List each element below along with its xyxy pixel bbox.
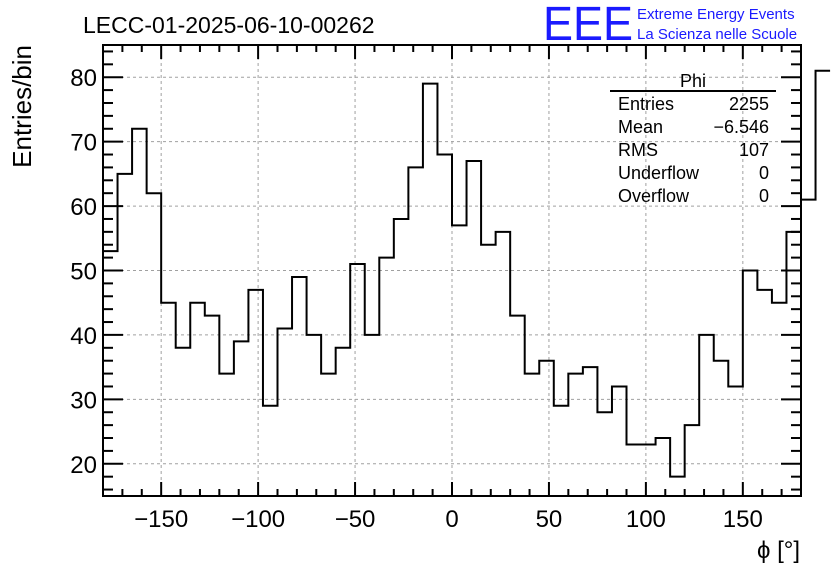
grid-lines [103, 45, 801, 496]
plot-frame [102, 44, 802, 497]
logo-line-2: La Scienza nelle Scuole [637, 26, 797, 43]
stats-row-value: −6.546 [713, 117, 769, 137]
y-tick-label: 20 [70, 452, 97, 479]
logo-eee-text: EEE [543, 0, 633, 51]
y-tick-label: 80 [70, 65, 97, 92]
stats-row-label: Mean [618, 117, 663, 137]
x-axis-label: ϕ [°] [757, 537, 800, 564]
chart-title: LECC-01-2025-06-10-00262 [83, 12, 375, 38]
x-tick-label: −100 [231, 506, 285, 533]
y-axis-label: Entries/bin [7, 45, 37, 168]
stats-row-value: 107 [739, 140, 769, 160]
x-tick-label: 0 [445, 506, 458, 533]
x-tick-label: 50 [536, 506, 563, 533]
stats-row-value: 2255 [729, 94, 769, 114]
x-tick-label: 100 [626, 506, 666, 533]
stats-row-value: 0 [759, 163, 769, 183]
stats-box: Phi Entries 2255 Mean −6.546 RMS 107 Underflow… [610, 71, 776, 206]
x-tick-label: −50 [335, 506, 376, 533]
y-tick-labels: 20 30 40 50 60 70 80 [70, 65, 97, 479]
stats-row-label: Underflow [618, 163, 700, 183]
stats-row-label: Entries [618, 94, 674, 114]
x-tick-labels: −150 −100 −50 0 50 100 150 [134, 506, 763, 533]
y-tick-label: 50 [70, 259, 97, 286]
stats-row-value: 0 [759, 186, 769, 206]
y-tick-label: 60 [70, 194, 97, 221]
eee-logo: EEE Extreme Energy Events La Scienza nel… [543, 0, 797, 51]
stats-row-label: RMS [618, 140, 658, 160]
y-tick-label: 30 [70, 387, 97, 414]
y-tick-label: 70 [70, 130, 97, 157]
x-tick-label: −150 [134, 506, 188, 533]
stats-row-label: Overflow [618, 186, 690, 206]
logo-line-1: Extreme Energy Events [637, 6, 795, 23]
y-tick-label: 40 [70, 323, 97, 350]
axis-ticks [102, 45, 802, 496]
x-tick-label: 150 [723, 506, 763, 533]
histogram-outline [103, 69, 831, 478]
stats-title: Phi [680, 71, 706, 91]
